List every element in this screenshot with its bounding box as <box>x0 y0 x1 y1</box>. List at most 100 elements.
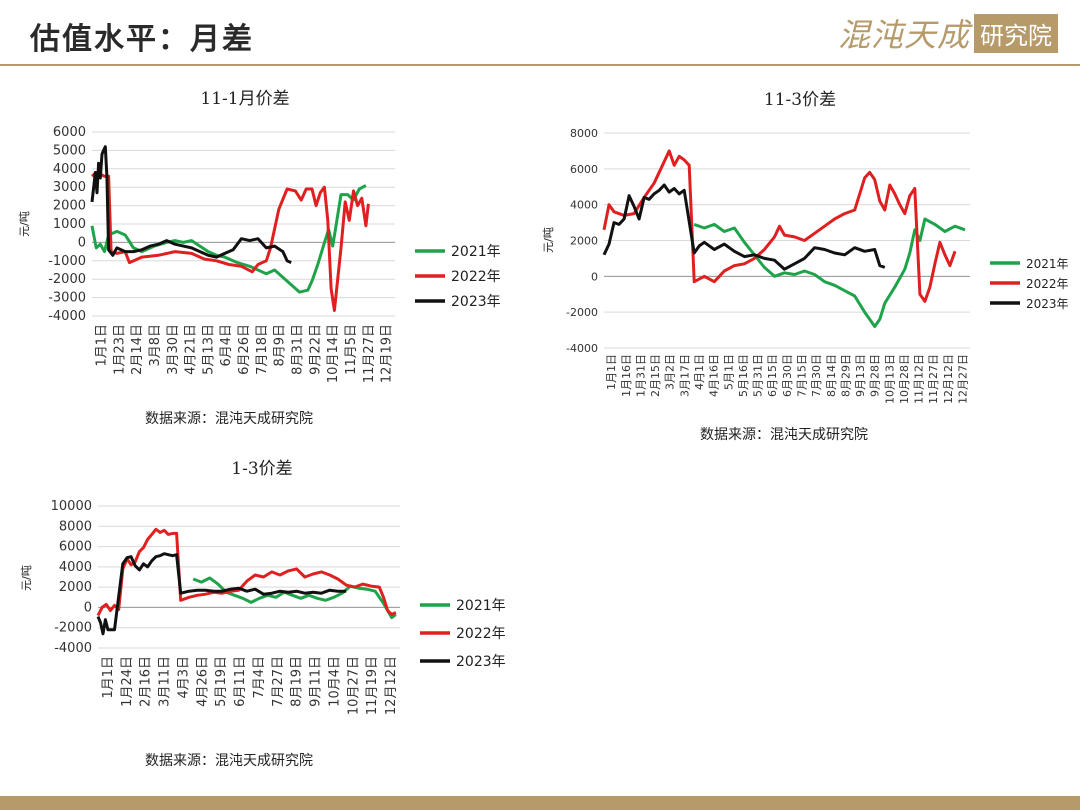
x-tick-label: 1月1日 <box>94 324 109 367</box>
x-tick-label: 6月4日 <box>219 324 234 367</box>
x-tick-label: 1月16日 <box>620 354 633 397</box>
x-tick-label: 2月14日 <box>130 324 145 375</box>
x-tick-label: 1月23日 <box>112 324 127 375</box>
x-tick-label: 3月11日 <box>158 656 173 707</box>
legend-label-2022: 2022年 <box>456 626 506 642</box>
x-tick-label: 1月1日 <box>101 656 116 699</box>
series-line-2023 <box>602 183 886 271</box>
y-tick-label: 6000 <box>59 540 92 555</box>
y-tick-label: 2000 <box>53 199 86 214</box>
series-line-2022 <box>602 149 957 303</box>
x-tick-label: 7月18日 <box>255 324 270 375</box>
y-tick-label: 1000 <box>53 217 86 232</box>
x-tick-label: 10月4日 <box>327 656 342 707</box>
series-line-2021 <box>192 576 397 620</box>
legend-label-2023: 2023年 <box>1026 297 1069 311</box>
x-tick-label: 4月16日 <box>708 354 721 397</box>
legend-label-2021: 2021年 <box>1026 257 1069 271</box>
source-note-1: 数据来源：混沌天成研究院 <box>145 411 313 427</box>
x-tick-label: 8月29日 <box>839 354 852 397</box>
legend-label-2022: 2022年 <box>1026 277 1069 291</box>
series-line-2023 <box>96 552 347 636</box>
series-line-2021 <box>90 184 367 294</box>
y-axis-label: 元/吨 <box>18 211 31 237</box>
x-tick-label: 5月13日 <box>201 324 216 375</box>
x-tick-label: 7月30日 <box>810 354 823 397</box>
x-tick-label: 10月13日 <box>883 354 896 404</box>
chart-title: 11-3价差 <box>764 90 836 110</box>
y-tick-label: -3000 <box>48 291 86 306</box>
x-tick-label: 12月12日 <box>942 354 955 404</box>
legend-label-2021: 2021年 <box>451 244 501 260</box>
series-line-2021 <box>693 217 966 328</box>
header-divider <box>0 64 1080 66</box>
y-tick-label: 10000 <box>51 499 92 514</box>
x-tick-label: 8月31日 <box>291 324 306 375</box>
y-tick-label: -4000 <box>48 309 86 324</box>
y-tick-label: 0 <box>78 235 86 250</box>
brand-logo: 混沌天成 研究院 <box>838 12 1058 54</box>
y-tick-label: 3000 <box>53 180 86 195</box>
x-tick-label: 1月1日 <box>605 354 618 390</box>
x-tick-label: 6月15日 <box>766 354 779 397</box>
source-note-2: 数据来源：混沌天成研究院 <box>700 427 868 443</box>
logo-text: 混沌天成 <box>837 16 970 54</box>
y-tick-label: -2000 <box>48 272 86 287</box>
x-tick-label: 9月22日 <box>308 324 323 375</box>
x-tick-label: 5月31日 <box>752 354 765 397</box>
chart-title: 11-1月价差 <box>200 89 289 109</box>
x-tick-label: 2月15日 <box>649 354 662 397</box>
y-tick-label: -2000 <box>54 621 92 636</box>
x-tick-label: 8月9日 <box>273 324 288 367</box>
source-note-3: 数据来源：混沌天成研究院 <box>145 753 313 769</box>
y-tick-label: 0 <box>84 600 92 615</box>
x-tick-label: 10月27日 <box>346 656 361 715</box>
x-tick-label: 6月11日 <box>233 656 248 707</box>
x-tick-label: 9月28日 <box>869 354 882 397</box>
x-tick-label: 7月27日 <box>271 656 286 707</box>
x-tick-label: 3月17日 <box>678 354 691 397</box>
y-tick-label: -1000 <box>48 254 86 269</box>
y-tick-label: 4000 <box>59 560 92 575</box>
series-line-2023 <box>90 145 292 264</box>
legend-label-2023: 2023年 <box>451 294 501 310</box>
logo-box-text: 研究院 <box>974 13 1058 53</box>
y-tick-label: 8000 <box>59 519 92 534</box>
legend-label-2022: 2022年 <box>451 269 501 285</box>
x-tick-label: 11月5日 <box>344 324 359 375</box>
x-tick-label: 12月27日 <box>957 354 970 404</box>
y-tick-label: 6000 <box>570 163 598 176</box>
x-tick-label: 6月30日 <box>781 354 794 397</box>
y-tick-label: 2000 <box>59 580 92 595</box>
x-tick-label: 12月19日 <box>380 324 395 383</box>
y-tick-label: -2000 <box>566 306 598 319</box>
y-tick-label: -4000 <box>566 342 598 355</box>
x-tick-label: 5月1日 <box>722 354 735 390</box>
x-tick-label: 6月26日 <box>237 324 252 375</box>
x-tick-label: 3月2日 <box>664 354 677 390</box>
x-tick-label: 4月3日 <box>176 656 191 699</box>
y-tick-label: 6000 <box>53 125 86 140</box>
series-line-2022 <box>96 527 397 617</box>
x-tick-label: 11月19日 <box>365 656 380 715</box>
x-tick-label: 4月1日 <box>693 354 706 390</box>
x-tick-label: 7月4日 <box>252 656 267 699</box>
y-tick-label: -4000 <box>54 641 92 656</box>
x-tick-label: 12月12日 <box>384 656 399 715</box>
y-tick-label: 0 <box>591 270 598 283</box>
x-tick-label: 5月16日 <box>737 354 750 397</box>
x-tick-label: 8月19日 <box>290 656 305 707</box>
y-tick-label: 2000 <box>570 235 598 248</box>
x-tick-label: 11月27日 <box>927 354 940 404</box>
x-tick-label: 11月12日 <box>913 354 926 404</box>
legend-label-2023: 2023年 <box>456 654 506 670</box>
y-axis-label: 元/吨 <box>20 565 33 591</box>
x-tick-label: 5月19日 <box>214 656 229 707</box>
x-tick-label: 3月8日 <box>148 324 163 367</box>
x-tick-label: 2月16日 <box>139 656 154 707</box>
page-title: 估值水平：月差 <box>30 22 254 57</box>
x-tick-label: 9月11日 <box>309 656 324 707</box>
footer-bar <box>0 796 1080 810</box>
